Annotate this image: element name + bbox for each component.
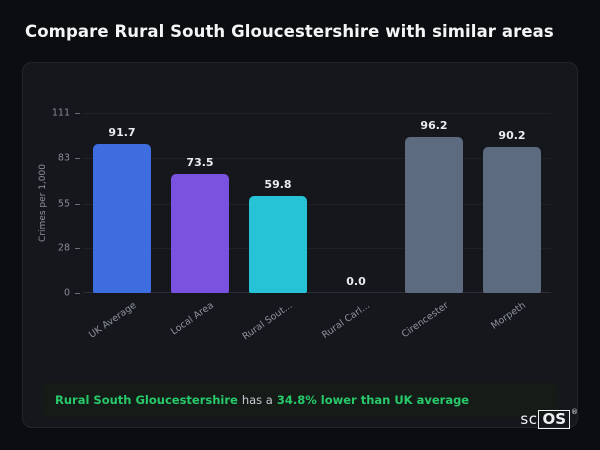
x-axis-tick-label: Cirencester bbox=[399, 300, 451, 341]
gridline bbox=[83, 113, 551, 114]
bar-value-label: 90.2 bbox=[498, 128, 526, 142]
y-axis-tick-mark bbox=[75, 203, 80, 205]
summary-mid-text: has a bbox=[241, 393, 273, 407]
y-axis-tick-label: 111 bbox=[51, 107, 70, 119]
bar-slot: 59.8 Rural Sout... bbox=[239, 113, 317, 342]
gridline bbox=[83, 203, 551, 205]
registered-mark: ® bbox=[571, 408, 578, 416]
bar-value-label: 73.5 bbox=[186, 155, 214, 169]
y-axis-tick-mark bbox=[75, 113, 80, 114]
y-axis-tick-label: 0 bbox=[63, 287, 70, 299]
logo-text-sc: sc bbox=[520, 410, 538, 428]
bar-slot: 91.7 UK Average bbox=[83, 113, 161, 341]
y-axis: 0 28 55 83 111 bbox=[23, 108, 83, 299]
gridline bbox=[83, 247, 551, 249]
bars-container: 91.7 UK Average 73.5 Local Area 59.8 Rural So… bbox=[83, 113, 551, 342]
logo-text-os: OS bbox=[538, 410, 570, 430]
summary-area-name: Rural South Gloucestershire bbox=[55, 393, 238, 407]
x-axis-tick-label: Rural Carl... bbox=[320, 300, 373, 341]
bar-slot: 73.5 Local Area bbox=[161, 113, 239, 337]
gridline bbox=[83, 158, 551, 160]
page-title: Compare Rural South Gloucestershire with… bbox=[25, 22, 554, 41]
y-axis-tick-label: 55 bbox=[57, 198, 70, 210]
y-axis-tick-label: 83 bbox=[57, 152, 70, 164]
bar-slot: 96.2 Cirencester bbox=[395, 113, 473, 340]
scos-logo: sc OS ® bbox=[520, 408, 578, 430]
bar-local-area[interactable] bbox=[171, 173, 229, 293]
x-axis-line bbox=[83, 292, 551, 293]
bar-value-label: 59.8 bbox=[264, 178, 292, 192]
x-axis-tick-label: Local Area bbox=[169, 300, 217, 338]
bar-value-label: 0.0 bbox=[346, 275, 366, 288]
summary-stat: 34.8% lower than UK average bbox=[276, 393, 470, 407]
y-axis-tick-mark bbox=[75, 293, 80, 294]
bar-uk-average[interactable] bbox=[93, 144, 151, 293]
x-axis-tick-label: Morpeth bbox=[489, 300, 529, 332]
bar-value-label: 91.7 bbox=[108, 126, 136, 140]
y-axis-tick-mark bbox=[75, 247, 80, 249]
x-axis-tick-label: Rural Sout... bbox=[240, 300, 295, 343]
bar-slot: 90.2 Morpeth bbox=[473, 113, 551, 332]
x-axis-tick-label: UK Average bbox=[86, 300, 139, 341]
bar-value-label: 96.2 bbox=[420, 119, 448, 132]
y-axis-tick-mark bbox=[75, 158, 80, 160]
summary-note: Rural South Gloucestershire has a 34.8% … bbox=[41, 383, 559, 417]
bar-morpeth[interactable] bbox=[483, 146, 541, 293]
y-axis-tick-label: 28 bbox=[57, 242, 70, 254]
bar-slot: 0.0 Rural Carl... bbox=[317, 113, 395, 341]
chart-card: Crimes per 1,000 0 28 55 83 111 91.7 UK Avera… bbox=[22, 62, 578, 428]
bar-rural-sout[interactable] bbox=[249, 196, 307, 293]
bar-cirencester[interactable] bbox=[405, 137, 463, 293]
plot-area bbox=[83, 113, 551, 293]
